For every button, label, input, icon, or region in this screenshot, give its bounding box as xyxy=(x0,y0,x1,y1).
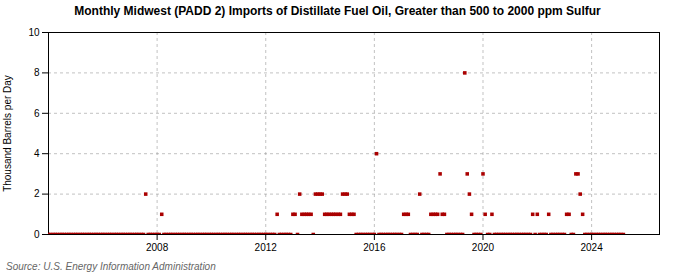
svg-text:2008: 2008 xyxy=(146,242,169,253)
html-text:Source: U.S. Energy Informatio: Source: U.S. Energy Information Administ… xyxy=(6,261,216,272)
svg-text:2016: 2016 xyxy=(363,242,386,253)
svg-text:0: 0 xyxy=(34,229,40,240)
svg-text:2024: 2024 xyxy=(580,242,603,253)
svg-text:10: 10 xyxy=(28,27,40,38)
svg-text:Thousand Barrels per Day: Thousand Barrels per Day xyxy=(2,75,13,192)
svg-text:4: 4 xyxy=(34,148,40,159)
svg-text:2012: 2012 xyxy=(255,242,278,253)
svg-text:8: 8 xyxy=(34,67,40,78)
svg-text:2: 2 xyxy=(34,188,40,199)
html-text:Monthly Midwest (PADD 2) Impor: Monthly Midwest (PADD 2) Imports of Dist… xyxy=(74,4,601,18)
svg-text:2020: 2020 xyxy=(472,242,495,253)
svg-text:6: 6 xyxy=(34,108,40,119)
